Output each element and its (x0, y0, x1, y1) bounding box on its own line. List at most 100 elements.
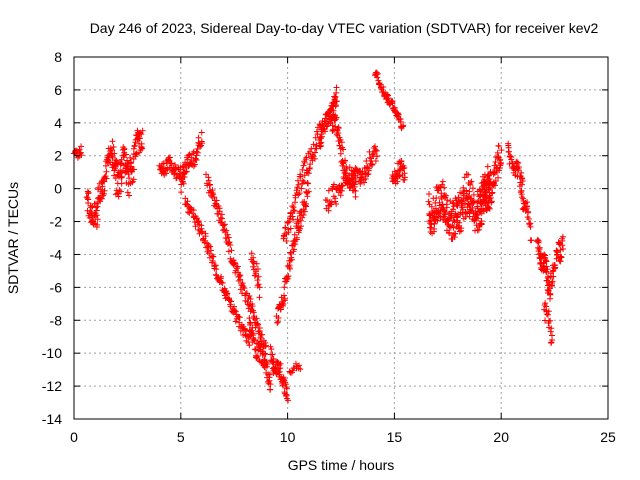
data-point (267, 386, 274, 393)
data-point (449, 199, 456, 206)
data-point (280, 301, 287, 308)
data-point (287, 249, 294, 256)
data-point (225, 234, 232, 241)
data-point (295, 181, 302, 188)
data-point (297, 225, 304, 232)
grid-lines (74, 57, 608, 419)
data-point (297, 217, 304, 224)
data-point (185, 152, 192, 159)
data-point (547, 317, 554, 324)
data-point (342, 175, 349, 182)
data-point (266, 377, 273, 384)
data-point (130, 145, 137, 152)
data-point (297, 366, 304, 373)
data-point (137, 135, 144, 142)
data-point (250, 309, 257, 316)
data-point (349, 181, 356, 188)
data-point (470, 191, 477, 198)
data-point (452, 230, 459, 237)
data-point (330, 99, 337, 106)
data-point (126, 175, 133, 182)
data-point (162, 167, 169, 174)
data-point (361, 179, 368, 186)
data-point (542, 300, 549, 307)
data-point (435, 187, 442, 194)
data-point (331, 181, 338, 188)
x-tick-label: 0 (70, 429, 78, 445)
data-point (516, 183, 523, 190)
data-point (125, 171, 132, 178)
data-point (366, 148, 373, 155)
data-point (297, 173, 304, 180)
data-point (335, 125, 342, 132)
data-point (441, 184, 448, 191)
data-point (168, 160, 175, 167)
data-point (340, 146, 347, 153)
data-point (396, 167, 403, 174)
data-point (466, 188, 473, 195)
data-point (286, 262, 293, 269)
data-point (548, 325, 555, 332)
data-point (333, 89, 340, 96)
data-point (256, 327, 263, 334)
data-point (295, 191, 302, 198)
data-point (241, 285, 248, 292)
data-point (307, 161, 314, 168)
data-point (220, 222, 227, 229)
data-point (519, 175, 526, 182)
data-point (236, 314, 243, 321)
data-point (373, 147, 380, 154)
data-point (311, 155, 318, 162)
data-point (212, 200, 219, 207)
data-point (78, 152, 85, 159)
data-point (486, 175, 493, 182)
data-point (352, 193, 359, 200)
data-point (558, 254, 565, 261)
data-point (293, 234, 300, 241)
data-point (202, 233, 209, 240)
data-point (225, 248, 232, 255)
data-point (199, 140, 206, 147)
data-point (195, 134, 202, 141)
data-point (284, 220, 291, 227)
data-point (372, 157, 379, 164)
data-point (488, 199, 495, 206)
data-point (131, 166, 138, 173)
data-point (337, 192, 344, 199)
data-point (434, 217, 441, 224)
data-point (192, 223, 199, 230)
data-point (543, 269, 550, 276)
data-point (299, 177, 306, 184)
data-point (112, 175, 119, 182)
data-point (188, 154, 195, 161)
data-point (255, 347, 262, 354)
data-point (246, 302, 253, 309)
data-point (213, 266, 220, 273)
data-point (451, 234, 458, 241)
data-point (186, 151, 193, 158)
data-point (518, 169, 525, 176)
data-point (478, 186, 485, 193)
data-point (541, 251, 548, 258)
data-point (474, 227, 481, 234)
data-point (221, 221, 228, 228)
data-point (285, 273, 292, 280)
data-point (98, 195, 105, 202)
data-point (305, 180, 312, 187)
data-point (295, 362, 302, 369)
data-point (227, 242, 234, 249)
data-point (486, 186, 493, 193)
data-point (333, 114, 340, 121)
data-point (489, 189, 496, 196)
data-point (254, 320, 261, 327)
data-point (110, 143, 117, 150)
data-point (237, 272, 244, 279)
data-point (78, 143, 85, 150)
data-point (249, 324, 256, 331)
data-point (333, 131, 340, 138)
data-point (299, 214, 306, 221)
y-tick-label: 2 (54, 148, 62, 164)
data-point (527, 223, 534, 230)
data-point (373, 71, 380, 78)
data-point (544, 275, 551, 282)
